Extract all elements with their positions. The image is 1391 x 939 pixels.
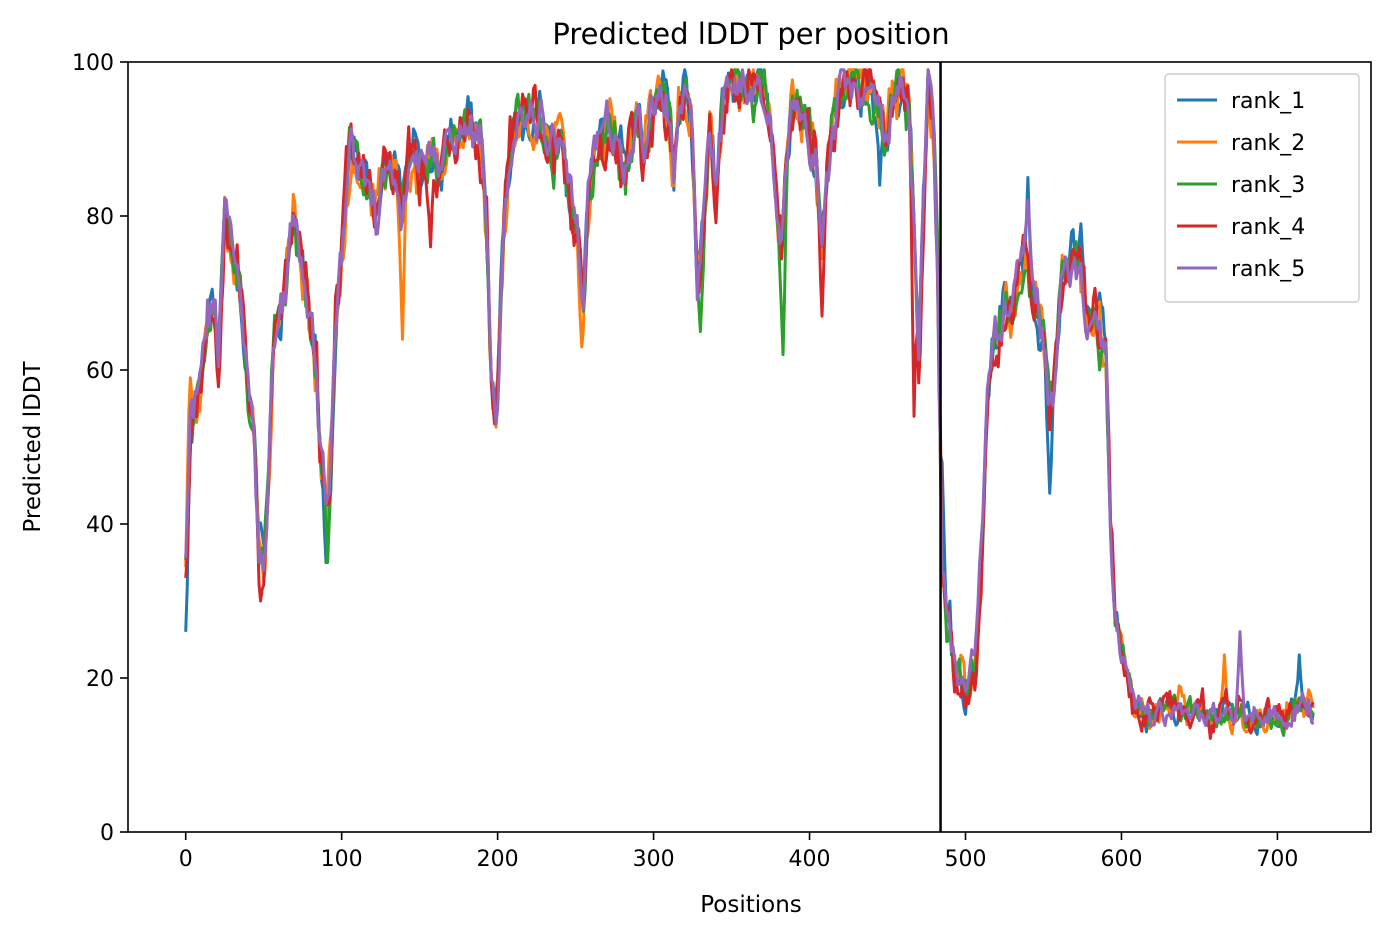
- legend: rank_1 rank_2 rank_3 rank_4 rank_5: [1164, 73, 1360, 303]
- x-tick-label: 0: [179, 847, 193, 872]
- series-line-rank_5: [184, 68, 1315, 730]
- legend-label-rank_2: rank_2: [1231, 131, 1305, 156]
- y-tick-label: 100: [72, 51, 114, 76]
- x-tick-label: 600: [1100, 847, 1142, 872]
- y-axis-label: Predicted lDDT: [20, 360, 46, 532]
- y-tick-label: 60: [86, 359, 114, 384]
- series-lines: [184, 68, 1315, 740]
- plot-frame: [127, 61, 1372, 833]
- y-tick-label: 0: [100, 821, 114, 846]
- legend-box: [1164, 73, 1360, 303]
- legend-label-rank_5: rank_5: [1231, 257, 1305, 282]
- x-tick-label: 300: [633, 847, 675, 872]
- y-tick-label: 20: [86, 667, 114, 692]
- x-axis-ticks: 0 100 200 300 400 500 600 700: [179, 832, 1298, 872]
- legend-label-rank_1: rank_1: [1231, 89, 1305, 114]
- y-tick-label: 40: [86, 513, 114, 538]
- x-tick-label: 400: [789, 847, 831, 872]
- x-tick-label: 100: [321, 847, 363, 872]
- x-axis-label: Positions: [700, 892, 802, 918]
- legend-label-rank_4: rank_4: [1231, 215, 1305, 240]
- series-line-rank_4: [184, 68, 1315, 740]
- y-axis-ticks: 0 20 40 60 80 100: [72, 51, 128, 846]
- x-tick-label: 700: [1256, 847, 1298, 872]
- chart-title: Predicted lDDT per position: [552, 17, 949, 51]
- y-tick-label: 80: [86, 205, 114, 230]
- legend-label-rank_3: rank_3: [1231, 173, 1305, 198]
- x-tick-label: 500: [945, 847, 987, 872]
- x-tick-label: 200: [477, 847, 519, 872]
